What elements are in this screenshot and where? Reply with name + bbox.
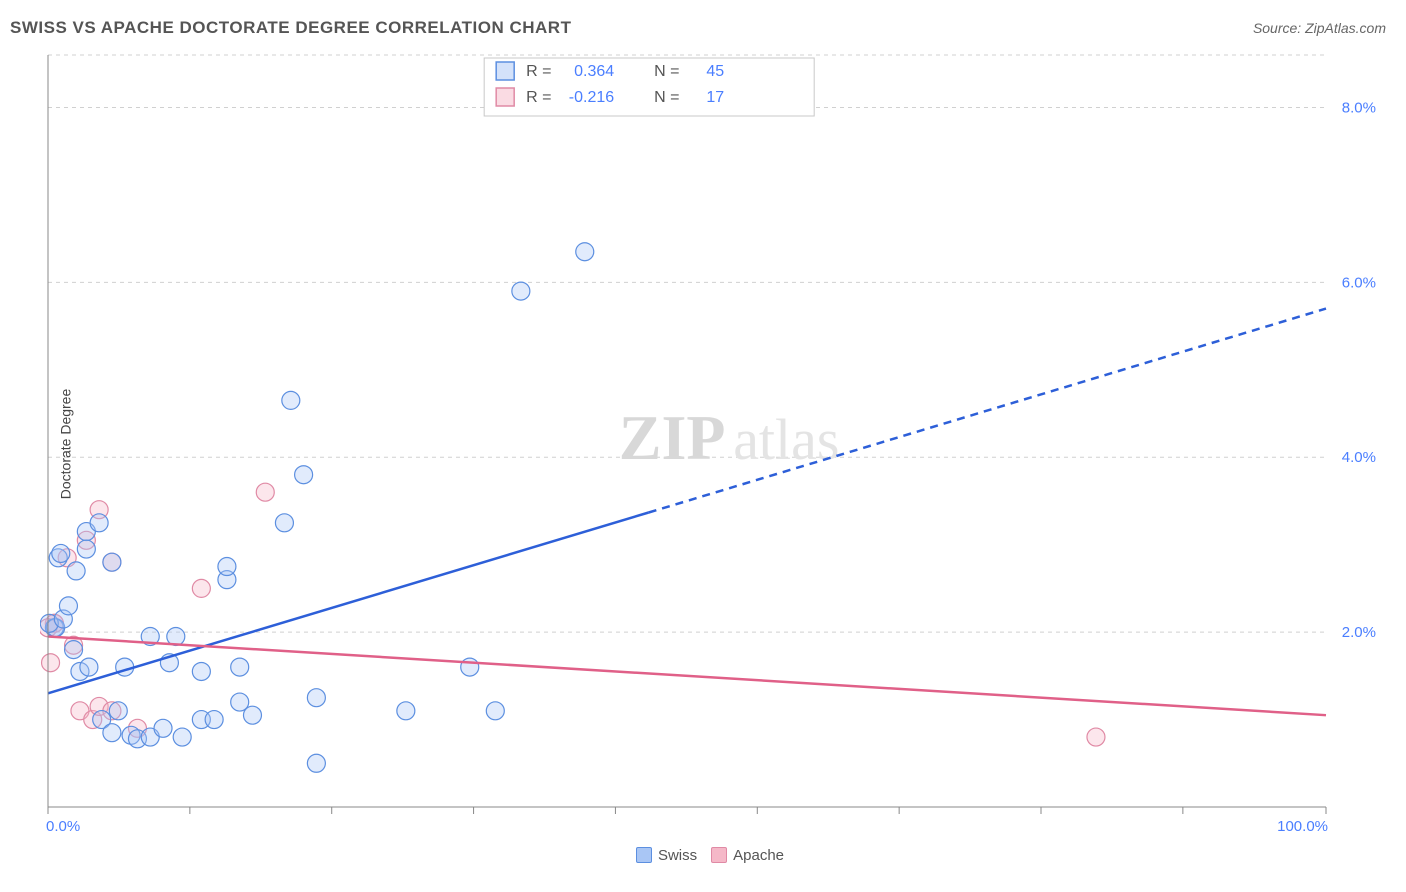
data-point	[192, 579, 210, 597]
data-point	[307, 689, 325, 707]
data-point	[103, 724, 121, 742]
data-point	[173, 728, 191, 746]
y-tick-label: 2.0%	[1342, 624, 1376, 641]
trend-line	[48, 512, 649, 693]
chart-header: SWISS VS APACHE DOCTORATE DEGREE CORRELA…	[10, 18, 1386, 38]
legend-bottom: Swiss Apache	[0, 847, 1406, 864]
data-point	[103, 553, 121, 571]
y-tick-label: 6.0%	[1342, 274, 1376, 291]
legend-r-value: -0.216	[569, 89, 614, 106]
data-point	[243, 706, 261, 724]
watermark-part1: ZIP	[619, 402, 726, 473]
data-point	[1087, 728, 1105, 746]
data-point	[256, 483, 274, 501]
legend-n-label: N =	[654, 89, 679, 106]
data-point	[218, 558, 236, 576]
data-point	[77, 540, 95, 558]
data-point	[154, 719, 172, 737]
legend-n-value: 17	[706, 89, 724, 106]
data-point	[59, 597, 77, 615]
legend-label: Swiss	[658, 847, 697, 864]
y-axis-label: Doctorate Degree	[57, 388, 73, 499]
legend-swatch	[496, 62, 514, 80]
data-point	[231, 658, 249, 676]
data-point	[282, 391, 300, 409]
legend-r-label: R =	[526, 89, 551, 106]
data-point	[90, 514, 108, 532]
data-point	[275, 514, 293, 532]
x-min-label: 0.0%	[46, 818, 80, 835]
data-point	[307, 754, 325, 772]
data-point	[42, 654, 60, 672]
source-attribution: Source: ZipAtlas.com	[1253, 20, 1386, 36]
legend-swatch	[636, 847, 652, 863]
legend-r-value: 0.364	[574, 63, 614, 80]
data-point	[295, 466, 313, 484]
legend-swatch	[496, 88, 514, 106]
y-tick-label: 4.0%	[1342, 449, 1376, 466]
data-point	[461, 658, 479, 676]
legend-swatch	[711, 847, 727, 863]
legend-label: Apache	[733, 847, 784, 864]
watermark-part2: atlas	[733, 407, 839, 472]
data-point	[109, 702, 127, 720]
legend-n-label: N =	[654, 63, 679, 80]
x-max-label: 100.0%	[1277, 818, 1328, 835]
legend-n-value: 45	[706, 63, 724, 80]
data-point	[576, 243, 594, 261]
scatter-plot-svg: 2.0% 4.0% 6.0% 8.0% ZIPatlas 0.0% 100.0% R = 0.3…	[40, 50, 1386, 837]
data-point	[205, 711, 223, 729]
plot-area: Doctorate Degree 2.0% 4.0% 6.0% 8.0% ZIPatla…	[40, 50, 1386, 837]
data-point	[67, 562, 85, 580]
legend-r-label: R =	[526, 63, 551, 80]
y-tick-label: 8.0%	[1342, 99, 1376, 116]
data-point	[65, 641, 83, 659]
chart-title: SWISS VS APACHE DOCTORATE DEGREE CORRELA…	[10, 18, 571, 38]
data-point	[80, 658, 98, 676]
data-point	[397, 702, 415, 720]
data-point	[52, 544, 70, 562]
data-point	[486, 702, 504, 720]
data-point	[512, 282, 530, 300]
data-point	[192, 662, 210, 680]
